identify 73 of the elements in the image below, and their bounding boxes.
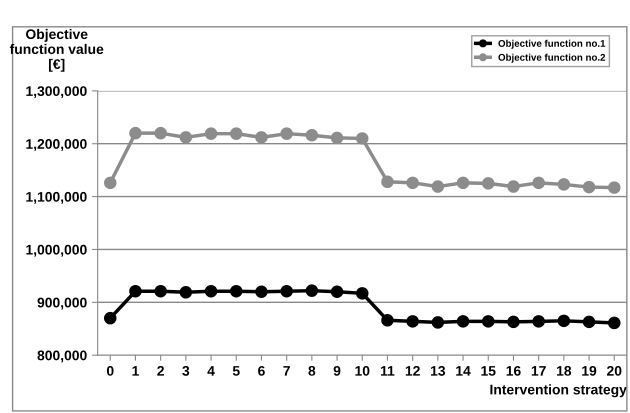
point (330, 285, 344, 298)
x-tick-label: 0 (106, 366, 114, 376)
legend-label: Objective function no.1 (498, 40, 606, 49)
y-tick-label: 1,300,000 (26, 86, 87, 98)
point (104, 312, 116, 324)
y-tick-label: 800,000 (37, 350, 87, 362)
point (255, 285, 268, 298)
x-tick-label: 10 (355, 366, 370, 376)
x-tick-label: 6 (258, 366, 265, 376)
point (507, 180, 520, 193)
point (558, 314, 570, 328)
point (608, 181, 620, 194)
point (230, 284, 242, 298)
point (456, 315, 470, 328)
x-tick-label: 18 (557, 366, 572, 376)
point (381, 176, 394, 188)
y-tick-label: 900,000 (38, 298, 87, 310)
x-tick-label: 17 (532, 366, 546, 376)
point (280, 127, 293, 140)
point (582, 316, 596, 328)
x-tick-label: 16 (506, 366, 521, 376)
point (532, 176, 545, 190)
point (381, 314, 394, 327)
point (204, 284, 218, 298)
x-tick-label: 19 (582, 366, 596, 376)
point (432, 180, 444, 193)
y-axis-title: Objective function value [€] (10, 28, 104, 72)
point (255, 131, 268, 144)
x-tick-label: 4 (207, 366, 215, 376)
point (482, 315, 494, 328)
point (180, 131, 192, 144)
point (330, 132, 344, 144)
x-tick-label: 2 (157, 366, 164, 376)
x-tick-label: 5 (232, 366, 240, 376)
point (104, 176, 116, 190)
point (482, 177, 494, 190)
point (432, 316, 444, 329)
x-tick-label: 9 (334, 366, 340, 376)
point (558, 178, 570, 191)
legend-label: Objective function no.2 (498, 54, 606, 63)
point (280, 284, 293, 298)
x-tick-label: 11 (380, 366, 394, 376)
point (204, 127, 218, 140)
point (532, 315, 545, 328)
y-tick-label: 1,100,000 (26, 192, 87, 204)
x-tick-label: 20 (607, 366, 622, 376)
point (154, 126, 167, 140)
point (154, 284, 167, 298)
y-tick-label: 1,200,000 (26, 139, 87, 151)
point (356, 132, 368, 145)
x-tick-label: 7 (283, 366, 290, 376)
x-tick-label: 13 (431, 366, 446, 376)
x-tick-label: 8 (308, 366, 316, 376)
point (507, 316, 520, 328)
point (582, 180, 596, 194)
point (230, 127, 242, 140)
x-tick-label: 3 (182, 366, 190, 376)
point (306, 129, 318, 142)
point (129, 284, 142, 298)
point (456, 176, 470, 190)
point (129, 126, 142, 140)
x-tick-label: 12 (406, 366, 420, 376)
point (356, 287, 368, 300)
x-tick-label: 15 (481, 366, 496, 376)
x-axis-title: Intervention strategy (490, 384, 627, 398)
y-tick-label: 1,000,000 (26, 244, 87, 257)
point (180, 286, 192, 299)
point (406, 315, 419, 328)
x-tick-label: 1 (132, 366, 139, 376)
point (406, 176, 419, 190)
point (306, 284, 318, 297)
x-tick-label: 14 (456, 366, 471, 376)
point (608, 316, 620, 330)
